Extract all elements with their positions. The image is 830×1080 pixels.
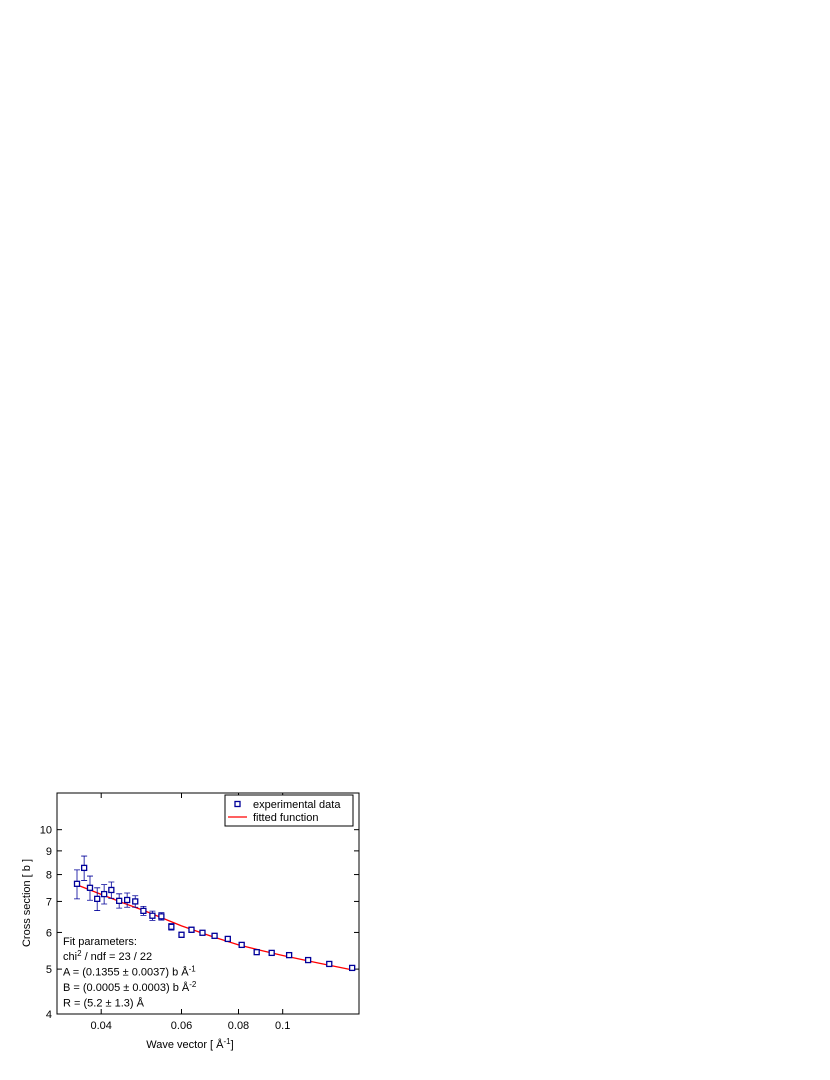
y-tick-label: 5 — [46, 964, 52, 976]
x-axis-label-part: -1 — [224, 1037, 232, 1046]
annotation-part: B = (0.0005 ± 0.0003) b Å — [63, 981, 190, 994]
data-point — [140, 907, 147, 914]
data-point — [94, 895, 101, 903]
legend-label: fitted function — [253, 812, 318, 824]
x-tick-label: 0.1 — [275, 1020, 290, 1032]
data-point — [326, 960, 333, 968]
x-tick-label: 0.06 — [171, 1020, 192, 1032]
data-point — [211, 932, 218, 939]
data-point — [304, 956, 312, 964]
annotation-part: R = (5.2 ± 1.3) Å — [63, 997, 145, 1010]
annotation-line: A = (0.1355 ± 0.0037) b Å-1 — [63, 965, 196, 979]
data-point — [253, 948, 260, 956]
annotation-part: A = (0.1355 ± 0.0037) b Å — [63, 966, 189, 979]
data-point — [73, 880, 81, 887]
x-axis-label: Wave vector [ Å-1] — [146, 1037, 233, 1051]
data-point — [268, 949, 275, 957]
data-point — [168, 923, 175, 930]
legend-label: experimental data — [253, 799, 341, 811]
x-tick-label: 0.08 — [228, 1020, 249, 1032]
legend-marker — [234, 800, 241, 808]
annotation-title: Fit parameters: — [63, 936, 137, 948]
x-axis-label-part: ] — [231, 1039, 234, 1051]
data-point — [238, 941, 245, 949]
data-point — [158, 913, 165, 920]
y-tick-label: 8 — [46, 870, 52, 882]
data-point — [199, 929, 206, 936]
annotation-part: chi — [63, 951, 77, 963]
y-tick-label: 10 — [40, 825, 52, 837]
annotation-part: 2 — [77, 949, 82, 958]
data-point — [124, 896, 131, 904]
data-point — [116, 897, 123, 905]
data-point — [132, 898, 139, 905]
legend-box — [224, 794, 354, 827]
x-axis-label-part: Wave vector [ Å — [146, 1038, 224, 1051]
annotation-line: B = (0.0005 ± 0.0003) b Å-2 — [63, 980, 197, 994]
y-tick-label: 7 — [46, 896, 52, 908]
data-point — [285, 951, 293, 959]
annotation-part: -1 — [189, 965, 197, 974]
y-tick-label: 4 — [46, 1009, 52, 1021]
data-point — [348, 964, 356, 972]
data-point — [149, 912, 156, 919]
annotation-line: R = (5.2 ± 1.3) Å — [63, 997, 145, 1010]
data-point — [224, 935, 231, 943]
y-axis-label: Cross section [ b ] — [21, 859, 33, 947]
annotation-part: -2 — [189, 980, 197, 989]
data-point — [178, 931, 185, 938]
data-point — [86, 884, 94, 891]
annotation-line: chi2 / ndf = 23 / 22 — [63, 949, 152, 963]
annotation-part: / ndf = 23 / 22 — [82, 951, 153, 963]
y-tick-label: 9 — [46, 846, 52, 858]
data-point — [108, 886, 115, 894]
data-point — [80, 864, 88, 872]
y-tick-label: 6 — [46, 927, 52, 939]
x-tick-label: 0.04 — [90, 1020, 111, 1032]
data-point — [100, 890, 108, 898]
plot-frame — [56, 792, 360, 1015]
data-point — [188, 926, 195, 933]
